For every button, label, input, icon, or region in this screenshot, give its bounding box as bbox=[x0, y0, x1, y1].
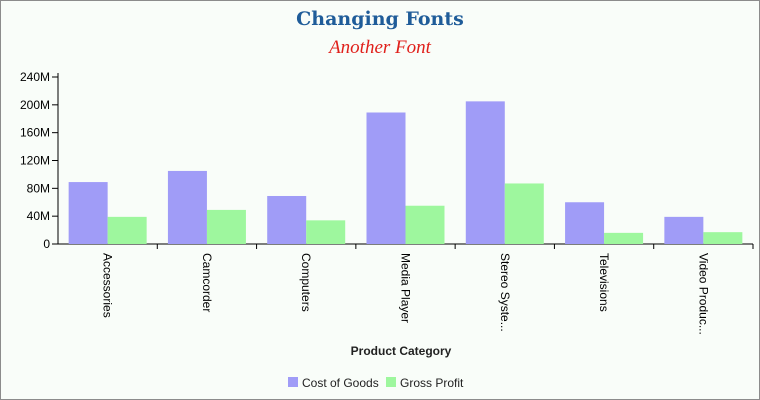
bar-cost-of-goods bbox=[167, 170, 207, 244]
x-tick-label: Camcorder bbox=[200, 253, 214, 312]
bar-cost-of-goods bbox=[68, 182, 108, 244]
legend-swatch bbox=[386, 377, 396, 387]
bar-gross-profit bbox=[703, 232, 743, 244]
y-tick-label: 40M bbox=[27, 209, 50, 223]
bar-gross-profit bbox=[306, 220, 346, 244]
x-tick-label: Computers bbox=[299, 253, 313, 312]
bar-gross-profit bbox=[405, 205, 445, 244]
bar-cost-of-goods bbox=[267, 195, 307, 244]
x-tick-label: Televisions bbox=[597, 253, 611, 312]
y-tick-label: 240M bbox=[20, 70, 50, 84]
bar-cost-of-goods bbox=[465, 101, 505, 245]
chart-subtitle: Another Font bbox=[327, 37, 432, 58]
bar-gross-profit bbox=[504, 183, 544, 244]
x-tick-label: Stereo Syste... bbox=[498, 253, 512, 332]
legend-label: Cost of Goods bbox=[302, 376, 379, 390]
bar-cost-of-goods bbox=[366, 112, 406, 244]
bar-cost-of-goods bbox=[664, 216, 704, 244]
x-tick-label: Accessories bbox=[101, 253, 115, 318]
plot-area: 0 40M 80M 120M 160M 200M 240M Accessories Camcor… bbox=[20, 70, 754, 335]
y-tick-label: 160M bbox=[20, 126, 50, 140]
y-tick-label: 200M bbox=[20, 98, 50, 112]
y-tick-label: 80M bbox=[27, 181, 50, 195]
legend-label: Gross Profit bbox=[400, 376, 464, 390]
x-axis-title: Product Category bbox=[351, 344, 452, 358]
chart-title: Changing Fonts bbox=[296, 8, 464, 30]
x-tick-label: Video Produc... bbox=[696, 253, 710, 335]
legend-swatch bbox=[288, 377, 298, 387]
bar-gross-profit bbox=[107, 216, 147, 244]
y-tick-label: 0 bbox=[43, 237, 50, 251]
bar-gross-profit bbox=[206, 209, 246, 244]
x-tick-label: Media Player bbox=[399, 253, 413, 323]
bar-gross-profit bbox=[604, 232, 644, 244]
y-tick-label: 120M bbox=[20, 154, 50, 168]
legend: Cost of Goods Gross Profit bbox=[288, 376, 464, 390]
bar-cost-of-goods bbox=[565, 202, 605, 244]
